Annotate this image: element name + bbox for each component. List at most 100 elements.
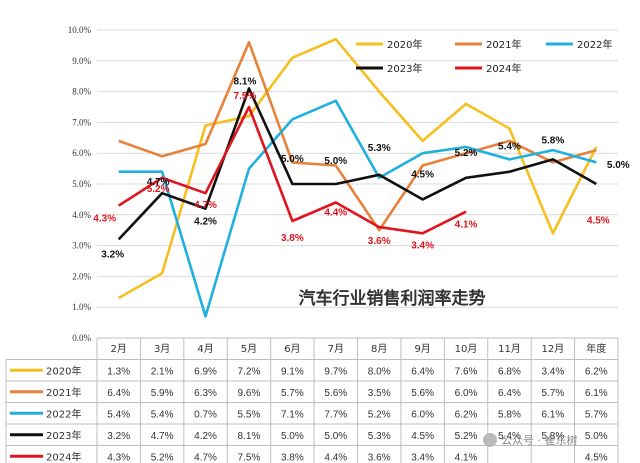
table-cell: 5.7% — [541, 388, 564, 399]
table-cell: 6.8% — [498, 366, 521, 377]
table-cell: 6.1% — [541, 409, 564, 420]
table-row-label: 2021年 — [46, 386, 81, 399]
wechat-icon — [483, 433, 497, 447]
data-label-2023: 4.2% — [194, 217, 217, 228]
table-cell: 8.1% — [238, 431, 261, 442]
table-cell: 5.2% — [151, 452, 174, 463]
y-tick-label: 10.0% — [68, 25, 92, 35]
table-cell: 0.7% — [194, 409, 217, 420]
legend-label: 2024年 — [486, 62, 521, 75]
legend-label: 2020年 — [387, 38, 422, 51]
table-cell: 5.6% — [411, 388, 434, 399]
table-cell: 4.5% — [585, 452, 608, 463]
table-cell: 4.2% — [194, 431, 217, 442]
table-cell: 5.4% — [151, 409, 174, 420]
y-tick-label: 3.0% — [72, 241, 91, 251]
data-label-2023: 5.2% — [455, 148, 478, 159]
y-tick-label: 4.0% — [72, 210, 91, 220]
table-cell: 4.1% — [455, 452, 478, 463]
data-label-2024: 3.6% — [368, 236, 391, 247]
table-cell: 4.7% — [151, 431, 174, 442]
series-line-2023年 — [117, 87, 597, 241]
table-cell: 2.1% — [151, 366, 174, 377]
table-cell: 5.0% — [585, 431, 608, 442]
legend-label: 2022年 — [577, 38, 612, 51]
table-cell: 7.5% — [238, 452, 261, 463]
table-row-label: 2020年 — [46, 364, 81, 377]
table-cell: 5.8% — [498, 409, 521, 420]
series-line-2020年 — [118, 37, 598, 300]
table-cell: 6.0% — [411, 409, 434, 420]
y-tick-label: 0.0% — [72, 333, 91, 343]
data-label-2024: 4.3% — [93, 214, 116, 225]
y-tick-label: 9.0% — [72, 56, 91, 66]
table-cell: 6.2% — [585, 366, 608, 377]
category-label: 5月 — [241, 343, 257, 355]
category-label: 9月 — [414, 343, 430, 355]
data-label-2023: 8.1% — [234, 77, 257, 88]
table-cell: 4.5% — [411, 431, 434, 442]
series-line-2024年 — [117, 105, 467, 235]
table-cell: 5.4% — [498, 431, 521, 442]
data-table: 2月 3月 4月 5月 6月 7月 8月 9月 10月 11月 12月 年度 2020年 1.3% 2.1%… — [5, 337, 619, 463]
y-tick-label: 6.0% — [72, 148, 91, 158]
table-cell: 8.0% — [368, 366, 391, 377]
table-cell: 6.4% — [107, 388, 130, 399]
y-axis: 0.0% 1.0% 2.0% 3.0% 4.0% 5.0% 6.0% 7.0% 8.0% 9.0%… — [68, 25, 92, 343]
data-label-2024: 4.7% — [194, 200, 217, 211]
data-label-2024: 3.8% — [281, 233, 304, 244]
category-label: 11月 — [498, 343, 521, 355]
table-cell: 5.2% — [368, 409, 391, 420]
data-label-2024: 4.4% — [324, 207, 347, 218]
data-label-2023: 5.0% — [607, 160, 630, 171]
table-cell: 7.6% — [455, 366, 478, 377]
table-cell: 7.7% — [324, 409, 347, 420]
category-label: 2月 — [111, 343, 127, 355]
data-label-2023: 5.4% — [498, 142, 521, 153]
watermark: 公众号 · 崔东树 — [483, 433, 578, 447]
table-cell: 5.5% — [238, 409, 261, 420]
table-cell: 6.0% — [455, 388, 478, 399]
data-labels: 3.2% 4.7% 4.2% 8.1% 5.0% 5.0% 5.3% 4.5% 5.2% 5.4%… — [93, 77, 629, 261]
category-label: 10月 — [455, 343, 478, 355]
table-cell: 6.1% — [585, 388, 608, 399]
category-label: 年度 — [586, 342, 606, 355]
table-cell: 5.0% — [324, 431, 347, 442]
series-lines — [117, 37, 598, 318]
table-cell: 4.4% — [324, 452, 347, 463]
table-cell: 5.3% — [368, 431, 391, 442]
table-cell: 6.4% — [411, 366, 434, 377]
data-label-2023: 5.3% — [368, 143, 391, 154]
table-cell: 6.4% — [498, 388, 521, 399]
table-cell: 3.4% — [541, 366, 564, 377]
table-cell: 1.3% — [107, 366, 130, 377]
series-line-2021年 — [118, 40, 597, 232]
legend-label: 2023年 — [387, 62, 422, 75]
data-label-2023: 5.8% — [541, 135, 564, 146]
y-tick-label: 1.0% — [72, 302, 91, 312]
table-cell: 5.6% — [324, 388, 347, 399]
table-row-label: 2023年 — [46, 429, 81, 442]
watermark-text: 公众号 · 崔东树 — [501, 433, 578, 447]
table-cell: 5.2% — [455, 431, 478, 442]
chart-title: 汽车行业销售利润率走势 — [299, 288, 486, 309]
table-row-label: 2024年 — [46, 450, 81, 463]
table-cell: 9.1% — [281, 366, 304, 377]
data-label-2023: 5.0% — [281, 154, 304, 165]
table-cell: 6.3% — [194, 388, 217, 399]
data-label-2023: 4.5% — [411, 169, 434, 180]
table-cell: 5.0% — [281, 431, 304, 442]
y-tick-label: 8.0% — [72, 87, 91, 97]
series-line-2022年 — [118, 99, 597, 318]
category-label: 6月 — [284, 343, 300, 355]
table-cell: 6.9% — [194, 366, 217, 377]
table-cell: 3.6% — [368, 452, 391, 463]
legend: 2020年 2021年 2022年 2023年 2024年 — [356, 38, 612, 75]
data-label-2024: 7.5% — [234, 91, 257, 102]
category-label: 12月 — [542, 343, 565, 355]
table-cell: 5.7% — [585, 409, 608, 420]
category-label: 3月 — [154, 343, 170, 355]
table-row-label: 2022年 — [46, 407, 81, 420]
table-cell: 5.4% — [107, 409, 130, 420]
